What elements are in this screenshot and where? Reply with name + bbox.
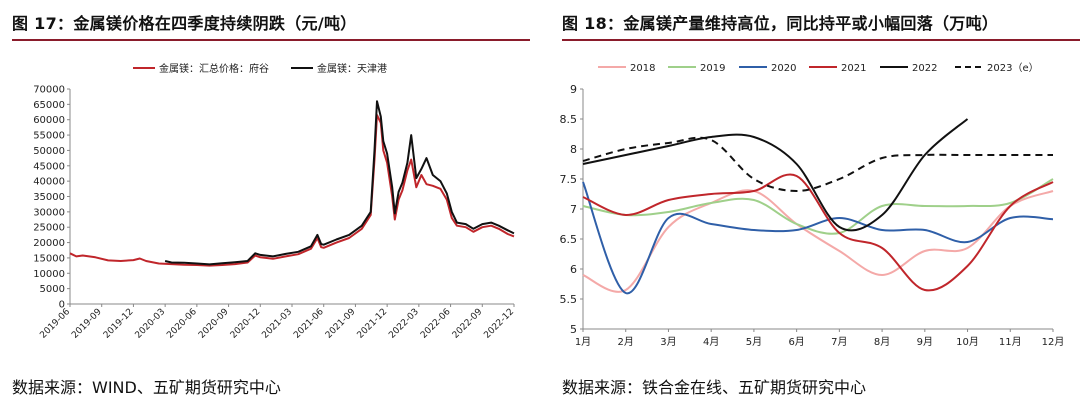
series-line-2018 (582, 189, 1054, 293)
chart-title-left: 图 17：金属镁价格在四季度持续阴跌（元/吨） (12, 14, 357, 33)
y-tick-label: 9 (570, 83, 577, 96)
legend-label: 金属镁：天津港 (317, 62, 387, 75)
legend-label: 2022 (912, 63, 937, 74)
x-tick-label: 2020-06 (165, 307, 199, 341)
x-tick-label: 2月 (618, 336, 634, 348)
y-tick-label: 6 (570, 263, 577, 276)
chart-panel-left: 图 17：金属镁价格在四季度持续阴跌（元/吨） 0 5000 10000 15000 2… (0, 0, 530, 411)
y-tick-label: 10000 (33, 269, 65, 280)
y-tick-label: 30000 (33, 207, 65, 218)
y-tick-label: 70000 (33, 85, 65, 96)
y-tick-label: 40000 (33, 177, 65, 188)
series-line-2022 (582, 118, 969, 232)
y-tick-label: 5000 (40, 284, 65, 295)
legend-label: 2018 (630, 63, 655, 74)
y-tick-label: 55000 (33, 131, 65, 142)
y-tick-label: 5 (570, 323, 577, 336)
x-tick-label: 2021-06 (292, 307, 326, 341)
y-tick-label: 5.5 (560, 293, 578, 306)
legend-label: 2023（e） (987, 62, 1039, 74)
x-tick-label: 7月 (831, 336, 847, 348)
series-line-金属镁：天津港 (164, 100, 515, 266)
x-tick-label: 2021-03 (260, 307, 294, 341)
x-tick-label: 2020-03 (134, 307, 168, 341)
x-tick-label: 11月 (999, 336, 1022, 348)
y-tick-label: 7.5 (560, 173, 578, 186)
price-line-chart: 0 5000 10000 15000 20000 25000 30000 35000 40000… (33, 62, 516, 341)
x-tick-label: 12月 (1042, 336, 1065, 348)
y-tick-label: 20000 (33, 238, 65, 249)
y-tick-label: 45000 (33, 161, 65, 172)
series-line-2023（e） (582, 136, 1053, 193)
series-line-2021 (582, 173, 1054, 292)
y-tick-label: 35000 (33, 192, 65, 203)
x-tick-label: 3月 (660, 336, 676, 348)
x-tick-label: 2021-12 (356, 307, 390, 341)
chart-panel-right: 图 18：金属镁产量维持高位，同比持平或小幅回落（万吨） 5 5.5 6 6.5 7 7.… (550, 0, 1080, 411)
y-tick-label: 6.5 (560, 233, 578, 246)
x-tick-label: 2020-12 (229, 307, 263, 341)
y-tick-label: 8 (570, 143, 577, 156)
y-tick-label: 50000 (33, 146, 65, 157)
x-tick-label: 2019-12 (102, 307, 136, 341)
x-tick-label: 2019-09 (70, 307, 104, 341)
y-tick-label: 15000 (33, 253, 65, 264)
x-tick-label: 10月 (956, 336, 979, 348)
series-line-2020 (582, 181, 1054, 295)
y-tick-label: 60000 (33, 115, 65, 126)
series-line-金属镁：汇总价格：府谷 (69, 114, 515, 267)
legend-label: 2019 (700, 63, 725, 74)
y-tick-label: 7 (570, 203, 577, 216)
x-tick-label: 9月 (917, 336, 933, 348)
source-note-right: 数据来源：铁合金在线、五矿期货研究中心 (562, 378, 867, 397)
y-tick-label: 25000 (33, 223, 65, 234)
x-tick-label: 2022-09 (451, 307, 485, 341)
legend-label: 2020 (771, 63, 796, 74)
x-tick-label: 1月 (575, 336, 591, 348)
output-line-chart: 5 5.5 6 6.5 7 7.5 8 8.5 9 1月 2月 3月 4月 5月 6月 7月 8月 9月 10月 11… (560, 62, 1065, 348)
x-tick-label: 2022-12 (482, 307, 516, 341)
legend-label: 金属镁：汇总价格：府谷 (159, 62, 269, 75)
legend-label: 2021 (841, 63, 866, 74)
title-underline-left (12, 39, 530, 41)
source-note-left: 数据来源：WIND、五矿期货研究中心 (12, 378, 281, 397)
chart-title-right: 图 18：金属镁产量维持高位，同比持平或小幅回落（万吨） (562, 14, 999, 33)
y-tick-label: 8.5 (560, 113, 578, 126)
title-underline-right (562, 39, 1080, 41)
series-line-2019 (582, 178, 1054, 235)
y-tick-label: 0 (59, 300, 65, 311)
x-tick-label: 5月 (746, 336, 762, 348)
y-tick-label: 65000 (33, 100, 65, 111)
x-tick-label: 2020-09 (197, 307, 231, 341)
x-tick-label: 2022-03 (387, 307, 421, 341)
x-tick-label: 2019-06 (38, 307, 72, 341)
x-tick-label: 2021-09 (324, 307, 358, 341)
x-tick-label: 2022-06 (419, 307, 453, 341)
x-tick-label: 4月 (703, 336, 719, 348)
x-tick-label: 8月 (874, 336, 890, 348)
x-tick-label: 6月 (788, 336, 804, 348)
